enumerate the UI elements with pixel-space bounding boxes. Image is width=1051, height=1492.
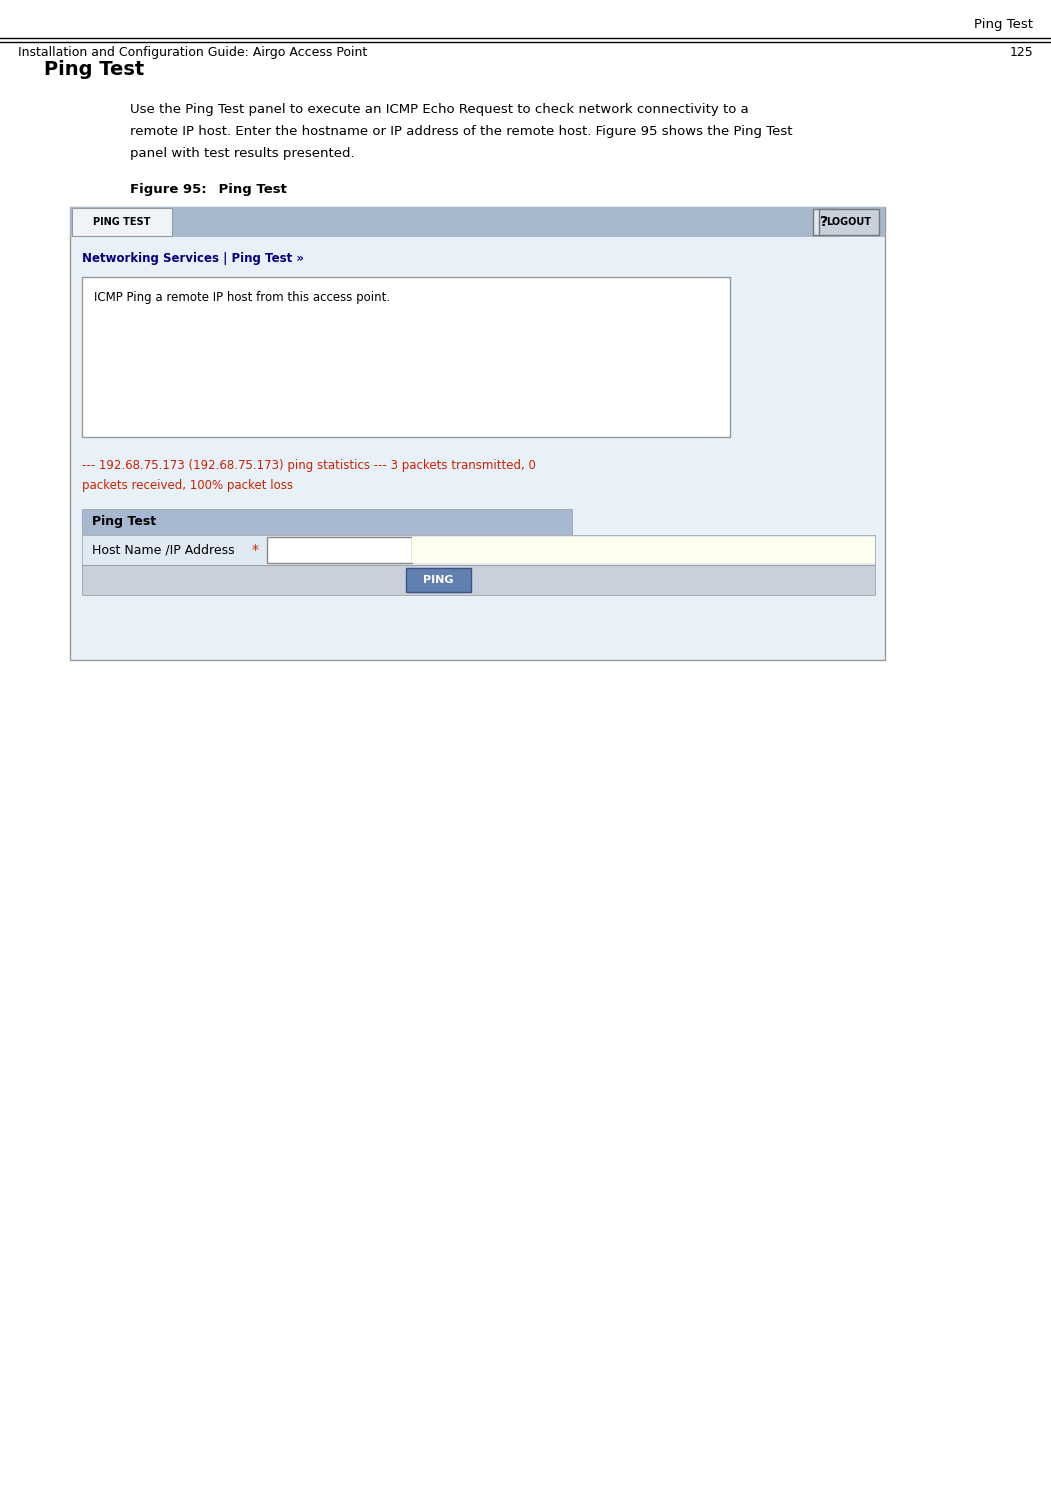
Text: Ping Test: Ping Test — [44, 60, 144, 79]
Text: PING: PING — [424, 574, 454, 585]
FancyBboxPatch shape — [267, 537, 412, 562]
FancyBboxPatch shape — [406, 568, 471, 592]
Text: Host Name /IP Address: Host Name /IP Address — [92, 543, 234, 557]
FancyBboxPatch shape — [70, 207, 885, 659]
Text: remote IP host. Enter the hostname or IP address of the remote host. Figure 95 s: remote IP host. Enter the hostname or IP… — [130, 125, 792, 137]
Text: PING TEST: PING TEST — [94, 216, 150, 227]
FancyBboxPatch shape — [813, 209, 834, 236]
FancyBboxPatch shape — [82, 278, 730, 437]
FancyBboxPatch shape — [70, 207, 885, 237]
FancyBboxPatch shape — [82, 536, 875, 565]
Text: Ping Test: Ping Test — [92, 516, 157, 528]
Text: *: * — [252, 543, 259, 557]
Text: --- 192.68.75.173 (192.68.75.173) ping statistics --- 3 packets transmitted, 0: --- 192.68.75.173 (192.68.75.173) ping s… — [82, 460, 536, 471]
Text: packets received, 100% packet loss: packets received, 100% packet loss — [82, 479, 293, 492]
Text: LOGOUT: LOGOUT — [826, 216, 871, 227]
Text: Use the Ping Test panel to execute an ICMP Echo Request to check network connect: Use the Ping Test panel to execute an IC… — [130, 103, 748, 116]
Text: Ping Test: Ping Test — [200, 184, 287, 195]
Text: panel with test results presented.: panel with test results presented. — [130, 148, 354, 160]
Text: Ping Test: Ping Test — [974, 18, 1033, 31]
Text: Figure 95:: Figure 95: — [130, 184, 207, 195]
Text: ?: ? — [820, 215, 828, 228]
Text: Networking Services | Ping Test »: Networking Services | Ping Test » — [82, 252, 304, 266]
Text: 125: 125 — [1009, 46, 1033, 60]
FancyBboxPatch shape — [82, 509, 572, 536]
Text: ICMP Ping a remote IP host from this access point.: ICMP Ping a remote IP host from this acc… — [94, 291, 390, 304]
FancyBboxPatch shape — [819, 209, 879, 236]
FancyBboxPatch shape — [412, 537, 875, 562]
FancyBboxPatch shape — [73, 207, 172, 236]
Text: Installation and Configuration Guide: Airgo Access Point: Installation and Configuration Guide: Ai… — [18, 46, 367, 60]
FancyBboxPatch shape — [82, 565, 875, 595]
